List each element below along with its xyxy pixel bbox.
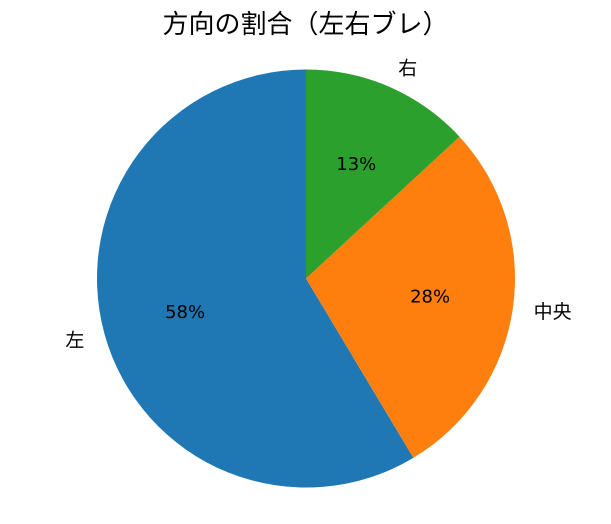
slice-label-left: 左 [65,329,84,351]
pct-label-center: 28% [410,287,450,308]
pct-label-right: 13% [336,154,376,175]
slice-label-right: 右 [398,58,417,80]
pct-label-left: 58% [165,302,205,323]
pie-slice-right [306,69,460,279]
pie-slice-center [306,136,516,458]
slice-label-center: 中央 [534,301,572,323]
pie-slice-left [97,69,414,488]
chart-title: 方向の割合（左右ブレ） [162,10,449,40]
